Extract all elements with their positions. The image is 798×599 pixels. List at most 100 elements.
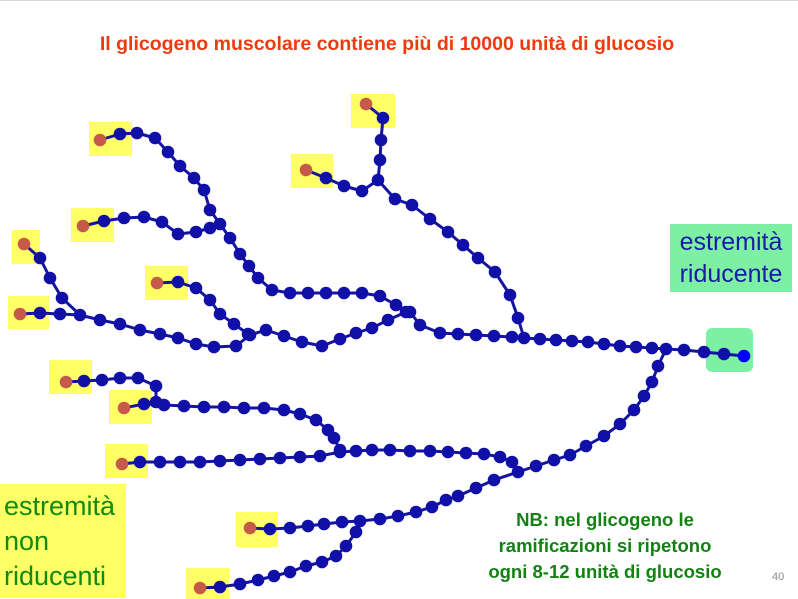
reducing-end-unit	[737, 349, 751, 363]
glucose-unit	[439, 493, 453, 507]
glucose-unit	[317, 517, 331, 531]
slide-top-border	[0, 0, 798, 1]
glycosidic-bond-chain	[517, 348, 668, 474]
glucose-unit	[193, 455, 207, 469]
glucose-unit	[242, 259, 256, 273]
glucose-unit	[171, 227, 185, 241]
non-reducing-end-unit	[13, 307, 27, 321]
non-reducing-ends-label-line2: non	[4, 526, 50, 556]
glucose-unit	[581, 335, 595, 349]
glucose-unit	[253, 452, 267, 466]
glucose-unit	[315, 555, 329, 569]
non-reducing-end-unit	[59, 375, 73, 389]
glucose-unit	[77, 374, 91, 388]
glucose-unit	[93, 313, 107, 327]
glucose-unit	[374, 133, 388, 147]
non-reducing-ends-label-line1: estremità	[4, 491, 116, 521]
glucose-unit	[333, 332, 347, 346]
glucose-unit	[267, 569, 281, 583]
glucose-unit	[469, 481, 483, 495]
glucose-unit	[283, 521, 297, 535]
glucose-unit	[197, 183, 211, 197]
glucose-unit	[113, 127, 127, 141]
glucose-unit	[327, 431, 341, 445]
glucose-unit	[259, 323, 273, 337]
glucose-unit	[173, 455, 187, 469]
non-reducing-end-unit	[117, 401, 131, 415]
glucose-unit	[565, 334, 579, 348]
glucose-unit	[456, 238, 470, 252]
glucose-unit	[213, 217, 227, 231]
glucose-unit	[277, 403, 291, 417]
glucose-unit	[189, 337, 203, 351]
glucose-unit	[95, 373, 109, 387]
glucose-unit	[55, 291, 69, 305]
glucose-unit	[113, 317, 127, 331]
glucose-unit	[137, 210, 151, 224]
non-reducing-end-unit	[93, 133, 107, 147]
glucose-unit	[388, 192, 402, 206]
glucose-unit	[533, 332, 547, 346]
glucose-unit	[319, 171, 333, 185]
glucose-unit	[511, 311, 525, 325]
glucose-unit	[383, 443, 397, 457]
glucose-unit	[213, 307, 227, 321]
glucose-unit	[365, 443, 379, 457]
glucose-unit	[217, 400, 231, 414]
glucose-unit	[177, 399, 191, 413]
glucose-unit	[677, 343, 691, 357]
glucose-unit	[233, 577, 247, 591]
glucose-unit	[549, 333, 563, 347]
glucose-unit	[265, 283, 279, 297]
glucose-unit	[423, 444, 437, 458]
glucose-unit	[301, 519, 315, 533]
glucose-unit	[229, 339, 243, 353]
branching-note-line1: NB: nel glicogeno le	[516, 509, 694, 530]
glucose-unit	[133, 323, 147, 337]
glucose-unit	[133, 455, 147, 469]
glucose-unit	[441, 225, 455, 239]
glucose-unit	[171, 331, 185, 345]
glucose-unit	[355, 184, 369, 198]
glucose-unit	[376, 111, 390, 125]
glucose-unit	[451, 489, 465, 503]
glucose-unit	[337, 179, 351, 193]
glucose-unit	[637, 389, 651, 403]
glucose-unit	[131, 371, 145, 385]
reducing-end-highlight	[706, 328, 753, 372]
glucose-unit	[319, 286, 333, 300]
reducing-end-label: estremità riducente	[670, 224, 792, 292]
glucose-unit	[233, 247, 247, 261]
glycosidic-bond-chain	[249, 470, 519, 531]
glucose-unit	[505, 330, 519, 344]
glucose-unit	[33, 251, 47, 265]
glucose-unit	[161, 145, 175, 159]
glucose-unit	[173, 159, 187, 173]
glucose-unit	[213, 454, 227, 468]
glucose-unit	[353, 514, 367, 528]
glucose-unit	[43, 271, 57, 285]
glucose-unit	[349, 525, 363, 539]
glucose-unit	[263, 522, 277, 536]
glucose-units	[13, 97, 751, 595]
glucose-unit	[237, 401, 251, 415]
glucose-unit	[301, 286, 315, 300]
glucose-unit	[373, 512, 387, 526]
glucose-unit	[413, 318, 427, 332]
reducing-end-label-line2: riducente	[679, 260, 783, 288]
glucose-unit	[477, 447, 491, 461]
glucose-unit	[433, 326, 447, 340]
glucose-unit	[333, 445, 347, 459]
non-reducing-end-unit	[243, 521, 257, 535]
glucose-unit	[153, 455, 167, 469]
glucose-unit	[315, 339, 329, 353]
non-reducing-end-unit	[193, 581, 207, 595]
glucose-unit	[349, 326, 363, 340]
non-reducing-end-unit	[299, 163, 313, 177]
glucose-unit	[295, 335, 309, 349]
glucose-unit	[251, 271, 265, 285]
glucose-unit	[329, 549, 343, 563]
glucose-unit	[651, 359, 665, 373]
glucose-unit	[389, 298, 403, 312]
glucose-unit	[511, 465, 525, 479]
